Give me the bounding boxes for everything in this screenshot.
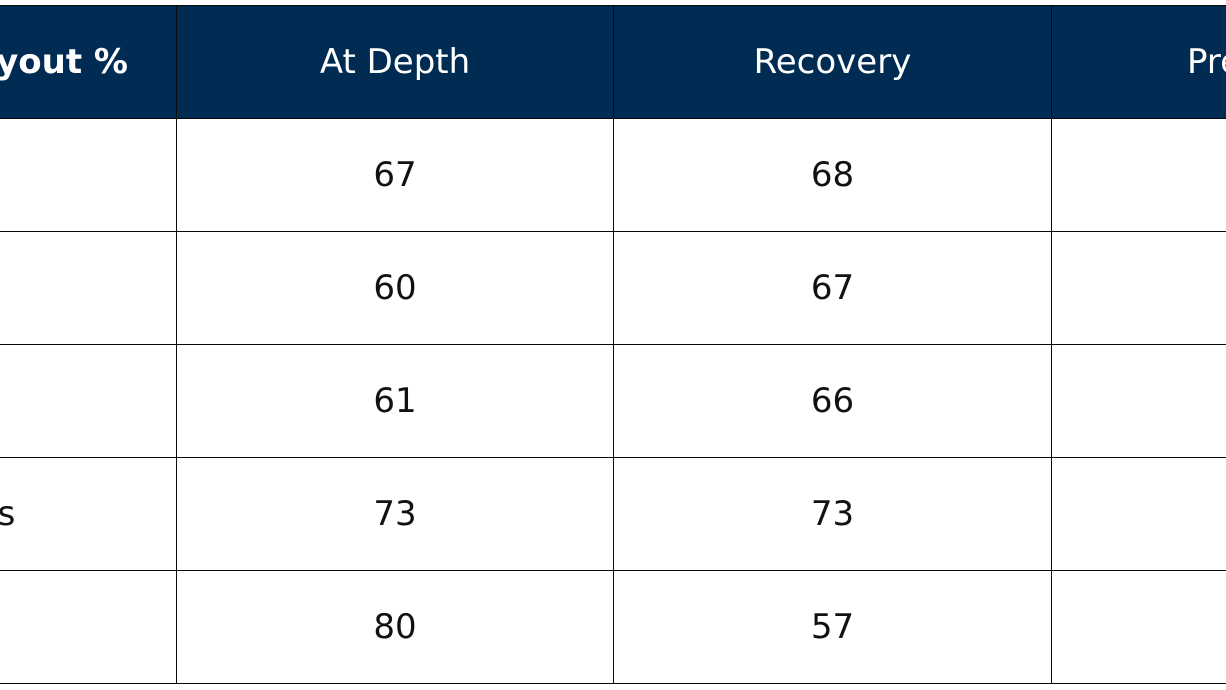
table-row: x-Banks 73 73	[0, 457, 1226, 571]
row-label-cell: s	[0, 231, 177, 345]
column-header-at-depth: At Depth	[176, 5, 614, 119]
row-label: tes	[0, 381, 65, 421]
recovery-cell: 73	[613, 457, 1052, 571]
at-depth-cell: 61	[176, 344, 614, 458]
pre-cell	[1051, 118, 1226, 232]
row-label-cell: S	[0, 570, 177, 684]
table-row: 200 67 68	[0, 118, 1226, 232]
at-depth-cell: 80	[176, 570, 614, 684]
table-row: tes 61 66	[0, 344, 1226, 458]
row-label-cell: 200	[0, 118, 177, 232]
table-body: 200 67 68 s 60 67 tes 61 66 x-Banks 73 7…	[0, 118, 1226, 684]
pre-cell	[1051, 457, 1226, 571]
payout-table-viewport: yout % At Depth Recovery Pre 200 67 68 s…	[0, 5, 1226, 687]
at-depth-cell: 60	[176, 231, 614, 345]
column-header-pre: Pre	[1051, 5, 1226, 119]
row-label-cell: x-Banks	[0, 457, 177, 571]
header-row: yout % At Depth Recovery Pre	[0, 5, 1226, 119]
table-row: S 80 57	[0, 570, 1226, 684]
at-depth-cell: 73	[176, 457, 614, 571]
column-header-payout: yout %	[0, 5, 177, 119]
row-label: S	[0, 607, 35, 647]
pre-cell	[1051, 344, 1226, 458]
pre-cell	[1051, 231, 1226, 345]
recovery-cell: 57	[613, 570, 1052, 684]
pre-cell	[1051, 570, 1226, 684]
row-label: s	[0, 268, 31, 308]
table-header: yout % At Depth Recovery Pre	[0, 5, 1226, 119]
payout-table: yout % At Depth Recovery Pre 200 67 68 s…	[0, 5, 1226, 684]
column-header-recovery: Recovery	[613, 5, 1052, 119]
table-row: s 60 67	[0, 231, 1226, 345]
recovery-cell: 68	[613, 118, 1052, 232]
row-label: 200	[0, 155, 78, 195]
at-depth-cell: 67	[176, 118, 614, 232]
recovery-cell: 67	[613, 231, 1052, 345]
recovery-cell: 66	[613, 344, 1052, 458]
row-label-cell: tes	[0, 344, 177, 458]
row-label: x-Banks	[0, 494, 147, 534]
